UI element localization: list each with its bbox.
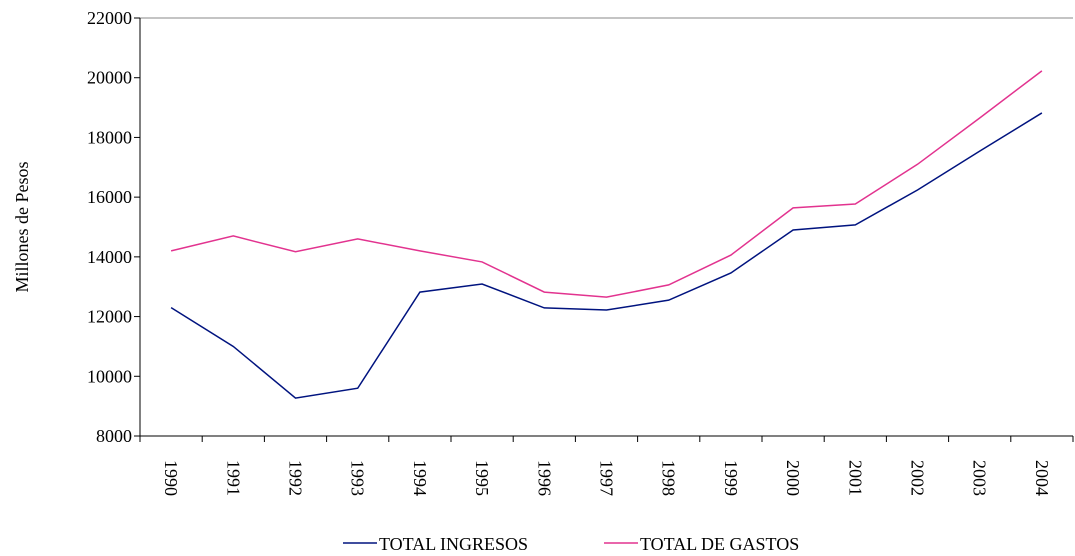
legend-label: TOTAL INGRESOS (379, 534, 528, 554)
x-tick-label: 1994 (410, 460, 430, 496)
y-tick-label: 20000 (87, 68, 132, 88)
x-tick-label: 1991 (223, 460, 243, 496)
y-tick-label: 16000 (87, 187, 132, 207)
x-tick-label: 2002 (908, 460, 928, 496)
y-tick-label: 18000 (87, 127, 132, 147)
x-tick-label: 2003 (970, 460, 990, 496)
y-axis-label: Millones de Pesos (12, 161, 32, 292)
series-line (170, 70, 1043, 298)
x-tick-label: 1998 (659, 460, 679, 496)
y-tick-label: 8000 (96, 426, 132, 446)
series-line (170, 112, 1043, 399)
x-tick-label: 1992 (286, 460, 306, 496)
x-tick-label: 1996 (534, 460, 554, 496)
y-tick-label: 12000 (87, 307, 132, 327)
y-tick-label: 14000 (87, 247, 132, 267)
x-tick-label: 1997 (597, 460, 617, 496)
x-tick-label: 1993 (348, 460, 368, 496)
y-tick-label: 22000 (87, 8, 132, 28)
y-tick-label: 10000 (87, 366, 132, 386)
x-tick-label: 2004 (1032, 460, 1052, 496)
x-tick-label: 2001 (845, 460, 865, 496)
x-tick-label: 1990 (161, 460, 181, 496)
x-tick-label: 1999 (721, 460, 741, 496)
x-tick-label: 1995 (472, 460, 492, 496)
x-tick-label: 2000 (783, 460, 803, 496)
legend-label: TOTAL DE GASTOS (640, 534, 799, 554)
